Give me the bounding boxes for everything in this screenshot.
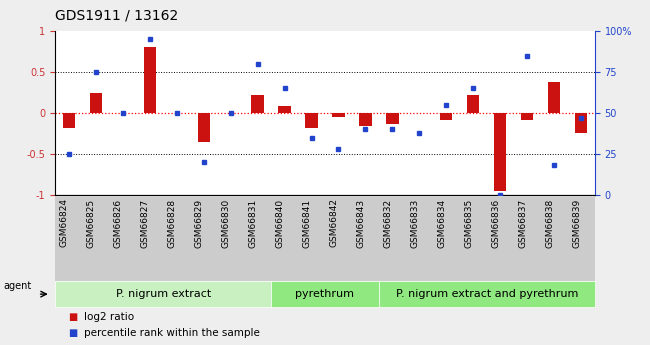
Text: GSM66843: GSM66843 (356, 198, 365, 247)
Text: ■: ■ (68, 312, 77, 322)
Text: GSM66830: GSM66830 (222, 198, 231, 248)
Bar (306, 113, 318, 128)
Text: GSM66842: GSM66842 (330, 198, 339, 247)
Bar (252, 95, 264, 113)
Text: agent: agent (3, 281, 31, 290)
Text: GSM66826: GSM66826 (114, 198, 123, 247)
Text: P. nigrum extract and pyrethrum: P. nigrum extract and pyrethrum (396, 289, 578, 299)
Text: GSM66832: GSM66832 (384, 198, 393, 247)
Text: log2 ratio: log2 ratio (84, 312, 135, 322)
Text: GDS1911 / 13162: GDS1911 / 13162 (55, 9, 179, 23)
Text: GSM66835: GSM66835 (464, 198, 473, 248)
Bar (332, 113, 345, 117)
Text: GSM66831: GSM66831 (248, 198, 257, 248)
Bar (90, 92, 102, 113)
Text: GSM66825: GSM66825 (86, 198, 96, 247)
Bar (386, 113, 398, 125)
Text: GSM66828: GSM66828 (168, 198, 177, 247)
Bar (521, 113, 534, 120)
Bar (494, 113, 506, 191)
Text: GSM66836: GSM66836 (491, 198, 500, 248)
Bar (467, 95, 480, 113)
Bar (548, 82, 560, 113)
Bar (198, 113, 210, 142)
Bar (359, 113, 372, 126)
Bar (575, 113, 588, 134)
Bar (144, 47, 156, 113)
Text: GSM66829: GSM66829 (194, 198, 203, 247)
Text: pyrethrum: pyrethrum (296, 289, 354, 299)
Text: GSM66833: GSM66833 (410, 198, 419, 248)
Text: GSM66841: GSM66841 (302, 198, 311, 247)
Text: GSM66839: GSM66839 (572, 198, 581, 248)
Text: GSM66838: GSM66838 (545, 198, 554, 248)
Text: GSM66824: GSM66824 (60, 198, 69, 247)
Bar (278, 106, 291, 113)
Text: P. nigrum extract: P. nigrum extract (116, 289, 211, 299)
Text: GSM66827: GSM66827 (140, 198, 150, 247)
Text: ■: ■ (68, 328, 77, 338)
Text: percentile rank within the sample: percentile rank within the sample (84, 328, 261, 338)
Text: GSM66840: GSM66840 (276, 198, 285, 247)
Bar (440, 113, 452, 120)
Text: GSM66837: GSM66837 (518, 198, 527, 248)
Bar (62, 113, 75, 128)
Text: GSM66834: GSM66834 (437, 198, 447, 247)
